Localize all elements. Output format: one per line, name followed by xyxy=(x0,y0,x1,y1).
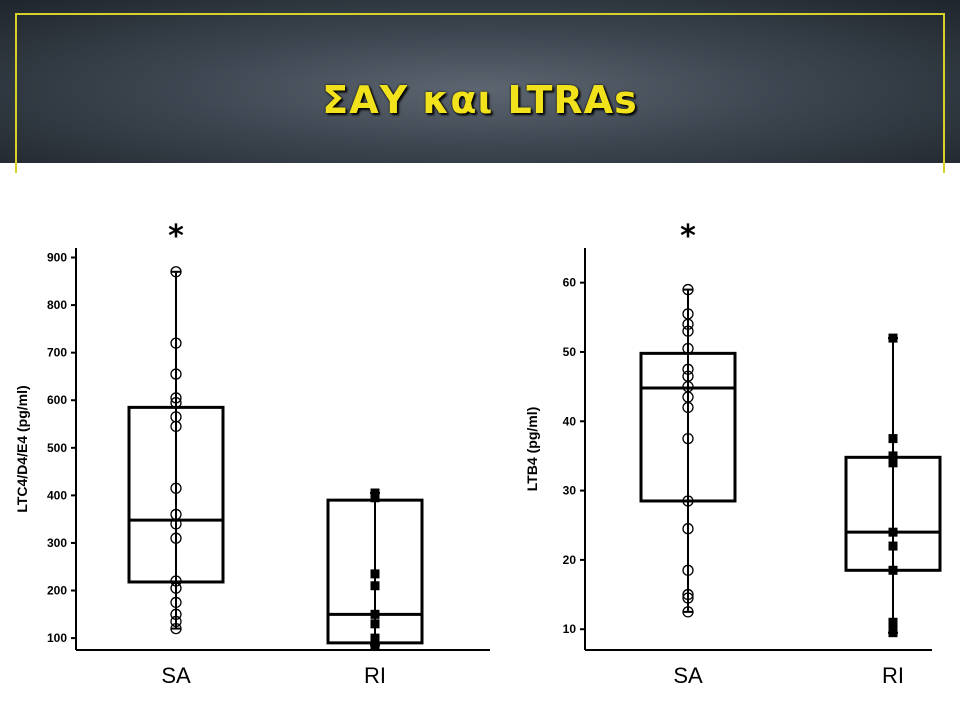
data-point xyxy=(170,518,182,530)
data-point xyxy=(682,342,694,355)
x-category-label: SA xyxy=(161,663,191,688)
data-point xyxy=(888,628,898,638)
y-tick-label: 30 xyxy=(563,484,577,498)
data-point xyxy=(370,569,380,579)
data-point xyxy=(170,392,182,404)
data-point xyxy=(370,581,380,591)
data-point xyxy=(370,609,380,619)
y-tick-label: 700 xyxy=(47,346,67,360)
y-tick-label: 50 xyxy=(563,345,577,359)
data-point xyxy=(370,633,380,643)
data-point xyxy=(888,617,898,627)
data-point xyxy=(682,523,694,535)
chart-panel-2: 10 20 30 40 50 60 LTB4 (pg/ml) SA * RI xyxy=(524,219,942,688)
data-point xyxy=(170,608,182,620)
data-point xyxy=(170,532,182,544)
box-sa xyxy=(639,283,737,618)
data-point xyxy=(888,333,898,343)
box-sa xyxy=(127,266,225,635)
data-point xyxy=(888,434,898,444)
significance-star: * xyxy=(168,219,184,254)
data-point xyxy=(682,325,694,337)
data-point xyxy=(370,619,380,629)
data-point xyxy=(370,640,380,650)
data-point xyxy=(170,596,182,609)
data-point xyxy=(370,488,380,498)
y-tick-label: 60 xyxy=(563,276,577,290)
y-tick-label: 200 xyxy=(47,584,67,598)
y-tick-label: 400 xyxy=(47,488,67,502)
x-category-label: SA xyxy=(673,663,703,688)
data-point xyxy=(682,588,694,601)
data-point xyxy=(888,565,898,575)
slide-header xyxy=(0,0,960,163)
data-point xyxy=(682,283,694,296)
chart-panel-1: 100 200 300 400 500 600 700 800 900 LTC4/D4/E4 (p… xyxy=(14,219,490,688)
data-point xyxy=(170,575,182,587)
y-axis-title: LTC4/D4/E4 (pg/ml) xyxy=(14,385,30,512)
y-axis-title: LTB4 (pg/ml) xyxy=(524,407,540,492)
data-point xyxy=(170,582,182,594)
y-tick-label: 800 xyxy=(47,298,67,312)
data-point xyxy=(888,458,898,468)
y-tick-label: 600 xyxy=(47,393,67,407)
data-point xyxy=(888,451,898,461)
significance-star: * xyxy=(680,219,696,254)
box-ri xyxy=(844,333,942,638)
data-point xyxy=(682,592,694,604)
header-frame xyxy=(15,13,945,173)
data-point xyxy=(682,606,694,618)
x-category-label: RI xyxy=(364,663,386,688)
y-tick-label: 40 xyxy=(563,414,577,428)
data-point xyxy=(170,396,182,409)
data-point xyxy=(170,622,182,635)
data-point xyxy=(682,401,694,414)
data-point xyxy=(170,266,182,278)
y-tick-label: 500 xyxy=(47,441,67,455)
y-tick-label: 20 xyxy=(563,553,577,567)
data-point xyxy=(682,432,694,445)
data-point xyxy=(888,541,898,551)
data-point xyxy=(170,420,182,433)
slide-title: ΣΑΥ και LTRAs xyxy=(322,78,638,122)
data-point xyxy=(170,337,182,349)
data-point xyxy=(170,615,182,628)
data-point xyxy=(682,318,694,330)
y-tick-label: 100 xyxy=(47,631,67,645)
data-point xyxy=(888,527,898,537)
data-point xyxy=(370,493,380,503)
y-tick-label: 10 xyxy=(563,622,577,636)
data-point xyxy=(170,368,182,380)
data-point xyxy=(682,564,694,576)
box-ri xyxy=(326,488,424,650)
y-tick-label: 300 xyxy=(47,536,67,550)
data-point xyxy=(682,495,694,507)
data-point xyxy=(170,482,182,494)
y-tick-label: 900 xyxy=(47,251,67,265)
data-point xyxy=(682,363,694,375)
x-category-label: RI xyxy=(882,663,904,688)
